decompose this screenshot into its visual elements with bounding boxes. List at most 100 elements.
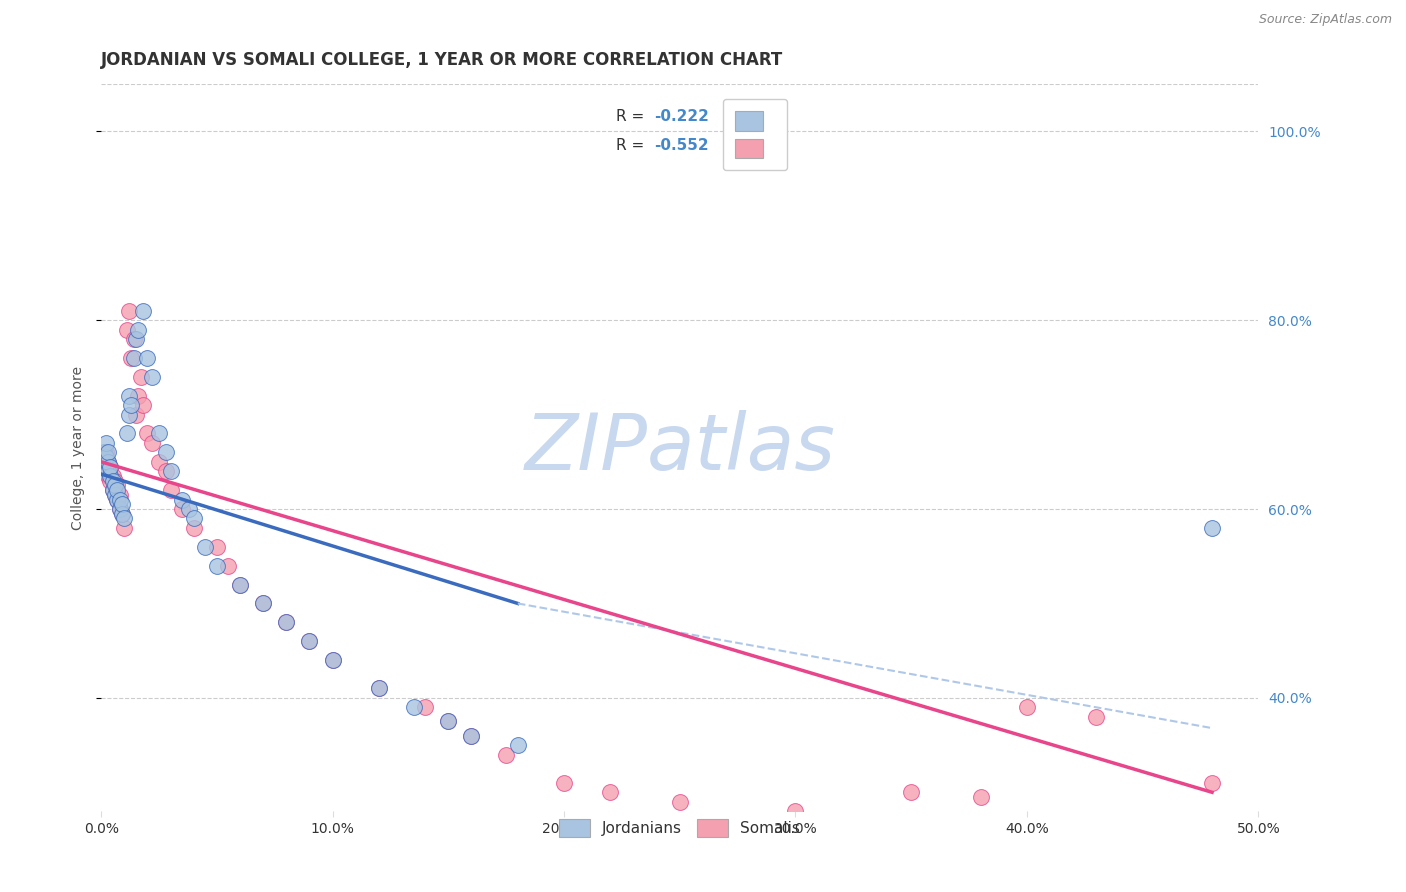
Point [101, 483, 124, 497]
Point [205, 558, 228, 573]
Point [125, 408, 148, 422]
Point [900, 785, 922, 799]
Point [100, 459, 122, 474]
Point [118, 303, 141, 318]
Text: N =: N = [735, 137, 769, 153]
Point [402, 700, 425, 714]
Point [108, 502, 131, 516]
Point [111, 507, 134, 521]
Point [298, 634, 321, 648]
Point [172, 502, 194, 516]
Point [111, 497, 134, 511]
Point [132, 398, 155, 412]
Point [115, 323, 138, 337]
Point [107, 492, 129, 507]
Point [107, 492, 129, 507]
Point [93, 445, 115, 459]
Point [136, 351, 159, 365]
Point [1015, 700, 1038, 714]
Text: -0.552: -0.552 [654, 137, 709, 153]
Point [969, 790, 991, 805]
Point [437, 714, 460, 729]
Point [93, 450, 115, 464]
Point [155, 464, 177, 478]
Text: 49: 49 [768, 109, 789, 124]
Text: JORDANIAN VS SOMALI COLLEGE, 1 YEAR OR MORE CORRELATION CHART: JORDANIAN VS SOMALI COLLEGE, 1 YEAR OR M… [101, 51, 783, 69]
Point [229, 577, 252, 591]
Text: -0.222: -0.222 [654, 109, 709, 124]
Point [159, 464, 181, 478]
Legend: Jordanians, Somalis: Jordanians, Somalis [554, 813, 806, 844]
Point [125, 332, 148, 346]
Point [132, 303, 155, 318]
Point [94, 450, 117, 464]
Point [94, 445, 117, 459]
Y-axis label: College, 1 year or more: College, 1 year or more [72, 366, 86, 530]
Point [127, 389, 149, 403]
Point [111, 507, 134, 521]
Point [1201, 776, 1223, 790]
Point [118, 408, 141, 422]
Point [115, 426, 138, 441]
Point [159, 483, 181, 497]
Point [1085, 710, 1108, 724]
Point [112, 511, 135, 525]
Point [368, 681, 391, 696]
Point [172, 492, 194, 507]
Point [100, 474, 122, 488]
Point [97, 469, 120, 483]
Text: 54: 54 [768, 137, 789, 153]
Point [205, 540, 228, 554]
Point [101, 469, 124, 483]
Point [129, 369, 152, 384]
Point [136, 426, 159, 441]
Point [104, 474, 127, 488]
Point [668, 795, 690, 809]
Text: N =: N = [735, 109, 769, 124]
Point [101, 483, 124, 497]
Point [183, 521, 205, 535]
Point [229, 577, 252, 591]
Point [155, 445, 177, 459]
Point [108, 492, 131, 507]
Point [148, 455, 170, 469]
Point [276, 615, 298, 630]
Point [100, 469, 122, 483]
Point [252, 597, 274, 611]
Point [127, 323, 149, 337]
Point [148, 426, 170, 441]
Point [599, 785, 621, 799]
Text: Source: ZipAtlas.com: Source: ZipAtlas.com [1258, 13, 1392, 27]
Point [785, 804, 807, 818]
Point [107, 478, 129, 492]
Point [120, 351, 142, 365]
Point [104, 488, 127, 502]
Text: R =: R = [616, 109, 650, 124]
Point [122, 351, 145, 365]
Point [179, 502, 201, 516]
Point [368, 681, 391, 696]
Point [97, 455, 120, 469]
Point [108, 488, 131, 502]
Point [183, 511, 205, 525]
Point [141, 369, 163, 384]
Point [413, 700, 436, 714]
Point [93, 464, 115, 478]
Point [118, 389, 141, 403]
Point [108, 502, 131, 516]
Point [276, 615, 298, 630]
Point [104, 478, 127, 492]
Point [94, 436, 117, 450]
Point [460, 729, 482, 743]
Point [104, 488, 127, 502]
Point [97, 455, 120, 469]
Point [252, 597, 274, 611]
Point [322, 653, 344, 667]
Point [97, 445, 120, 459]
Point [1201, 521, 1223, 535]
Point [141, 436, 163, 450]
Point [93, 459, 115, 474]
Point [298, 634, 321, 648]
Point [495, 747, 517, 762]
Point [101, 474, 124, 488]
